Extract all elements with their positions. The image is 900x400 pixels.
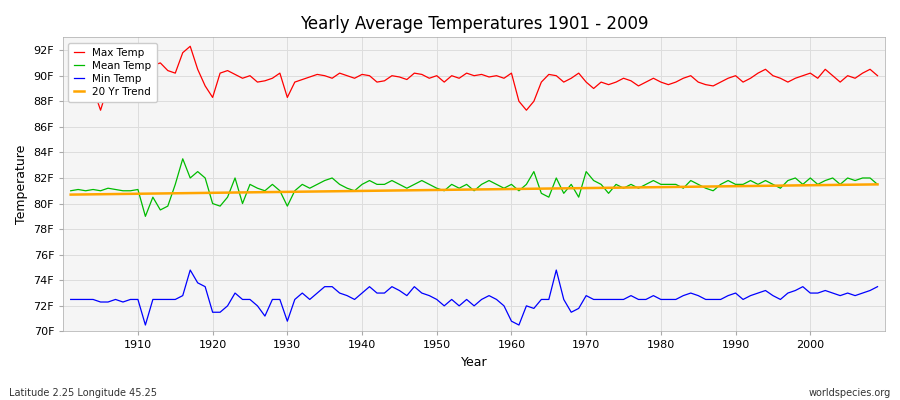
Min Temp <box>610 297 621 302</box>
Max Temp <box>521 108 532 113</box>
Mean Temp <box>521 182 532 187</box>
Max Temp <box>872 73 883 78</box>
Legend: Max Temp, Mean Temp, Min Temp, 20 Yr Trend: Max Temp, Mean Temp, Min Temp, 20 Yr Tre… <box>68 42 157 102</box>
Max Temp <box>132 58 143 63</box>
Mean Temp <box>304 186 315 191</box>
Min Temp <box>514 323 525 328</box>
Mean Temp <box>125 188 136 193</box>
Max Temp <box>95 108 106 113</box>
Line: Min Temp: Min Temp <box>71 270 878 325</box>
Mean Temp <box>610 182 621 187</box>
Line: Max Temp: Max Temp <box>71 46 878 110</box>
Min Temp <box>184 268 195 272</box>
Max Temp <box>304 74 315 79</box>
Mean Temp <box>349 188 360 193</box>
X-axis label: Year: Year <box>461 356 488 369</box>
Max Temp <box>184 44 195 49</box>
Mean Temp <box>872 182 883 187</box>
Max Temp <box>610 80 621 84</box>
Max Temp <box>349 76 360 81</box>
Min Temp <box>521 304 532 308</box>
Title: Yearly Average Temperatures 1901 - 2009: Yearly Average Temperatures 1901 - 2009 <box>300 15 648 33</box>
Min Temp <box>66 297 77 302</box>
Min Temp <box>304 297 315 302</box>
Min Temp <box>140 323 151 328</box>
Line: Mean Temp: Mean Temp <box>71 159 878 216</box>
Min Temp <box>872 284 883 289</box>
Min Temp <box>349 297 360 302</box>
Y-axis label: Temperature: Temperature <box>15 145 28 224</box>
Text: Latitude 2.25 Longitude 45.25: Latitude 2.25 Longitude 45.25 <box>9 388 157 398</box>
Mean Temp <box>514 188 525 193</box>
Text: worldspecies.org: worldspecies.org <box>809 388 891 398</box>
Max Temp <box>514 99 525 104</box>
Min Temp <box>125 297 136 302</box>
Max Temp <box>66 84 77 88</box>
Mean Temp <box>140 214 151 219</box>
Mean Temp <box>66 188 77 193</box>
Mean Temp <box>177 156 188 161</box>
